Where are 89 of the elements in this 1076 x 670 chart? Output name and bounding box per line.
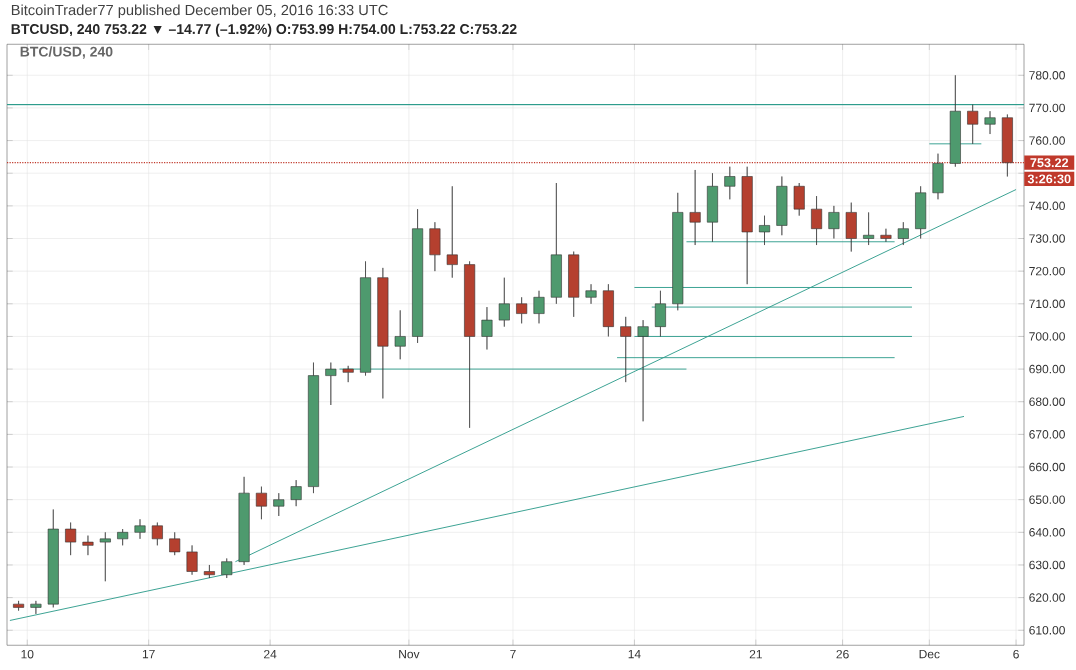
candlestick [637, 319, 649, 422]
x-tick-label: 14 [628, 649, 641, 659]
candlestick [498, 277, 510, 327]
candlestick [117, 528, 129, 546]
candlestick [689, 169, 701, 246]
candlestick [516, 296, 528, 324]
chart-subtitle: BitcoinTrader77 published December 05, 2016 16:33 UTC [11, 4, 388, 18]
candlestick [238, 476, 250, 566]
y-tick-label: 610.00 [1029, 625, 1065, 635]
candlestick [915, 185, 927, 239]
text: BTCUSD, 240 753.22 ▼ –14.77 (–1.92%) O:753.99 H:754.00 L:753.22 C:753.22 [11, 23, 517, 37]
candlestick [65, 522, 77, 556]
candlestick [464, 260, 476, 429]
x-tick-label: 6 [1013, 649, 1019, 659]
candlestick [724, 166, 736, 200]
y-tick-label: 630.00 [1029, 560, 1065, 570]
y-tick-label: 710.00 [1029, 299, 1065, 308]
candlestick [47, 509, 59, 608]
candlestick [759, 215, 771, 246]
candlestick [169, 531, 181, 556]
y-tick-label: 650.00 [1029, 495, 1065, 504]
y-tick-label: 690.00 [1029, 364, 1065, 374]
y-tick-label: 730.00 [1029, 234, 1065, 243]
candlestick [377, 267, 389, 399]
candlestick [203, 564, 215, 579]
candlestick [776, 176, 788, 236]
x-tick-label: 26 [836, 649, 849, 659]
candlestick [568, 251, 580, 318]
y-tick-label: 620.00 [1029, 593, 1065, 602]
candlestick [273, 492, 285, 517]
candlestick [290, 479, 302, 507]
candlestick [880, 228, 892, 242]
x-tick-label: Dec [919, 649, 940, 659]
y-tick-label: 660.00 [1029, 462, 1065, 472]
candlestick [620, 316, 632, 383]
candlestick [828, 205, 840, 239]
chart-title: BTC/USD, 240 [20, 46, 113, 59]
candlestick [446, 185, 458, 278]
candlestick [602, 283, 614, 337]
x-tick-label: 10 [21, 649, 34, 659]
candlestick [82, 535, 94, 556]
ref-line-label: 753.22 [1030, 158, 1069, 168]
candlestick [325, 362, 337, 406]
candlestick [984, 110, 996, 135]
candlestick [967, 104, 979, 145]
candlestick [99, 531, 111, 582]
y-tick-label: 770.00 [1029, 103, 1065, 113]
candlestick [481, 306, 493, 350]
candlestick [30, 600, 42, 615]
y-tick-label: 680.00 [1029, 397, 1065, 406]
candlestick [706, 172, 718, 242]
candlestick [654, 290, 666, 337]
candlestick [13, 600, 25, 611]
candlestick [793, 182, 805, 216]
candlestick [151, 522, 163, 546]
text: 3:26:30 [1027, 174, 1071, 184]
y-tick-label: 640.00 [1029, 527, 1065, 537]
y-tick-label: 670.00 [1029, 430, 1065, 439]
x-tick-label: 7 [510, 649, 516, 659]
y-tick-label: 780.00 [1029, 70, 1065, 80]
candlestick [533, 290, 545, 324]
candlestick [741, 166, 753, 285]
candlestick [255, 486, 267, 520]
candlestick [221, 558, 233, 579]
x-tick-label: 21 [749, 649, 762, 659]
candlestick [811, 195, 823, 246]
x-tick-label: 17 [142, 649, 155, 659]
candlestick [863, 211, 875, 246]
candlestick [360, 260, 372, 376]
candlestick [412, 208, 424, 344]
x-tick-label: 24 [264, 649, 277, 659]
candlestick [585, 283, 597, 304]
candlestick [186, 544, 198, 575]
y-tick-label: 700.00 [1029, 332, 1065, 341]
candlestick [134, 518, 146, 540]
candlestick [897, 221, 909, 246]
candlestick [672, 192, 684, 311]
candlestick [342, 365, 354, 383]
candlestick [394, 309, 406, 360]
candlestick [949, 74, 961, 167]
x-tick-label: Nov [399, 649, 420, 659]
y-tick-label: 740.00 [1029, 201, 1065, 210]
candlestick [845, 202, 857, 252]
candlestick [307, 362, 319, 494]
y-tick-label: 760.00 [1029, 136, 1065, 145]
y-tick-label: 720.00 [1029, 266, 1065, 276]
candlestick [550, 182, 562, 304]
candlestick [429, 221, 441, 272]
candlestick [932, 153, 944, 200]
